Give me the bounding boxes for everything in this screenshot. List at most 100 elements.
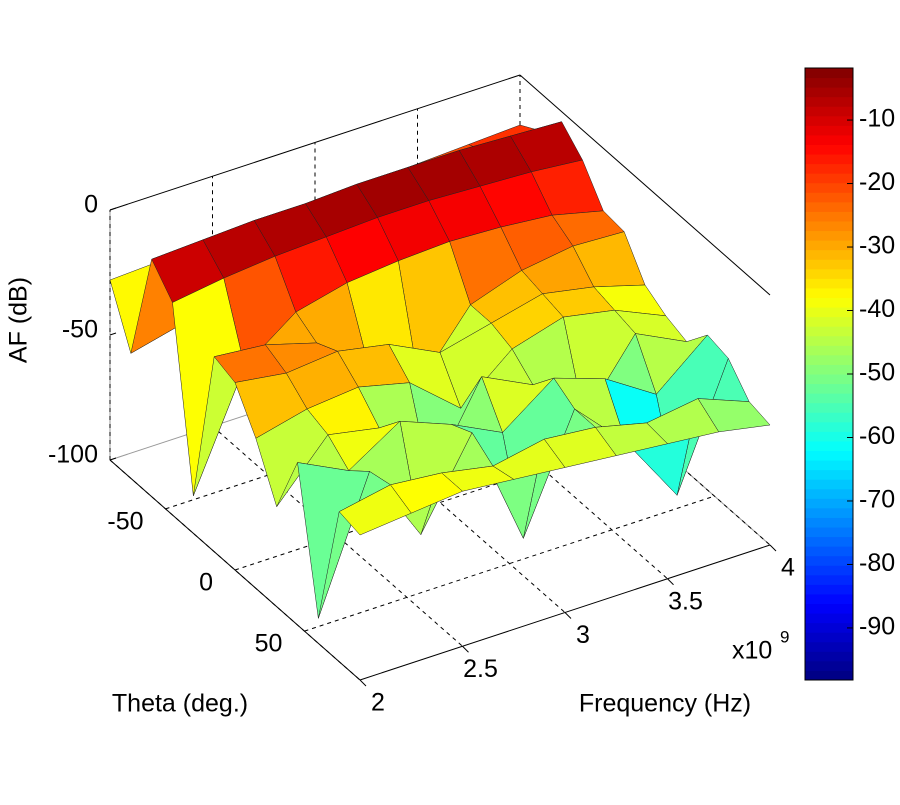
box-edge <box>359 544 771 681</box>
colorbar-swatch <box>805 173 853 184</box>
colorbar-swatch <box>805 383 853 394</box>
colorbar-swatch <box>805 278 853 289</box>
colorbar-swatch <box>805 354 853 365</box>
colorbar-tick-label: -10 <box>859 105 895 133</box>
colorbar-swatch <box>805 402 853 413</box>
colorbar-tick-label: -80 <box>859 549 895 577</box>
z-tick <box>109 332 117 336</box>
colorbar-swatch <box>805 268 853 279</box>
colorbar-swatch <box>805 421 853 432</box>
x-axis-label: Frequency (Hz) <box>579 690 751 718</box>
colorbar-swatch <box>805 307 853 318</box>
x-tick <box>359 679 367 687</box>
colorbar-swatch <box>805 163 853 174</box>
colorbar-tick-label: -40 <box>859 295 895 323</box>
colorbar-swatch <box>805 144 853 155</box>
colorbar-swatch <box>805 106 853 117</box>
colorbar-swatch <box>805 641 853 652</box>
colorbar-swatch <box>805 287 853 298</box>
z-tick-label: -100 <box>48 441 98 469</box>
colorbar-swatch <box>805 316 853 327</box>
x-tick-label: 3.5 <box>668 587 703 615</box>
box-edge <box>109 459 361 681</box>
colorbar-swatch <box>805 613 853 624</box>
colorbar-swatch <box>805 393 853 404</box>
colorbar-swatch <box>805 565 853 576</box>
x-exponent-power: 9 <box>780 627 789 646</box>
colorbar-swatch <box>805 517 853 528</box>
surface-patch <box>338 484 412 536</box>
y-tick-label: 50 <box>255 630 283 658</box>
colorbar-swatch <box>805 249 853 260</box>
colorbar-swatch <box>805 584 853 595</box>
colorbar-swatch <box>805 297 853 308</box>
x-tick-label: 3 <box>576 621 590 649</box>
x-tick-label: 4 <box>781 554 795 582</box>
colorbar-swatch <box>805 651 853 662</box>
colorbar-swatch <box>805 507 853 518</box>
colorbar-swatch <box>805 574 853 585</box>
x-tick-label: 2.5 <box>463 655 498 683</box>
colorbar-swatch <box>805 182 853 193</box>
colorbar-swatch <box>805 555 853 566</box>
x-tick <box>564 612 572 619</box>
colorbar-swatch <box>805 68 853 79</box>
colorbar-tick-label: -30 <box>859 232 895 260</box>
x-tick <box>769 544 777 552</box>
colorbar-swatch <box>805 230 853 241</box>
colorbar-swatch <box>805 440 853 451</box>
colorbar-swatch <box>805 192 853 203</box>
colorbar-swatch <box>805 134 853 145</box>
x-tick <box>462 645 469 653</box>
colorbar-swatch <box>805 450 853 461</box>
colorbar-tick-label: -70 <box>859 486 895 514</box>
y-tick-label: -50 <box>107 507 143 535</box>
colorbar-swatch <box>805 527 853 538</box>
colorbar-tick-label: -20 <box>859 168 895 196</box>
colorbar-swatch <box>805 488 853 499</box>
y-axis-label: Theta (deg.) <box>112 690 248 718</box>
colorbar-swatch <box>805 431 853 442</box>
colorbar-swatch <box>805 77 853 88</box>
colorbar-swatch <box>805 335 853 346</box>
colorbar-swatch <box>805 622 853 633</box>
z-tick <box>109 457 117 461</box>
colorbar-swatch <box>805 593 853 604</box>
colorbar-swatch <box>805 240 853 251</box>
colorbar-swatch <box>805 326 853 337</box>
z-tick <box>109 207 117 211</box>
z-tick-label: 0 <box>84 191 98 219</box>
colorbar-swatch <box>805 469 853 480</box>
colorbar-swatch <box>805 96 853 107</box>
colorbar-swatch <box>805 498 853 509</box>
colorbar-swatch <box>805 259 853 270</box>
z-axis-label: AF (dB) <box>5 277 33 363</box>
box-edge <box>519 74 771 296</box>
colorbar-tick-label: -50 <box>859 359 895 387</box>
y-tick-label: 0 <box>199 569 213 597</box>
colorbar-swatch <box>805 660 853 671</box>
x-tick <box>667 578 674 586</box>
colorbar-swatch <box>805 87 853 98</box>
colorbar-swatch <box>805 460 853 471</box>
colorbar-swatch <box>805 412 853 423</box>
x-tick-label: 2 <box>371 689 385 717</box>
colorbar-swatch <box>805 125 853 136</box>
colorbar-tick-label: -60 <box>859 422 895 450</box>
colorbar-swatch <box>805 211 853 222</box>
colorbar-swatch <box>805 536 853 547</box>
colorbar-swatch <box>805 364 853 375</box>
colorbar-swatch <box>805 546 853 557</box>
colorbar-swatch <box>805 632 853 643</box>
colorbar-swatch <box>805 201 853 212</box>
colorbar-swatch <box>805 154 853 165</box>
colorbar-swatch <box>805 479 853 490</box>
colorbar-swatch <box>805 115 853 126</box>
colorbar-swatch <box>805 221 853 232</box>
colorbar-swatch <box>805 603 853 614</box>
colorbar-swatch <box>805 345 853 356</box>
colorbar-swatch <box>805 374 853 385</box>
z-tick-label: -50 <box>62 316 98 344</box>
colorbar-swatch <box>805 670 853 681</box>
